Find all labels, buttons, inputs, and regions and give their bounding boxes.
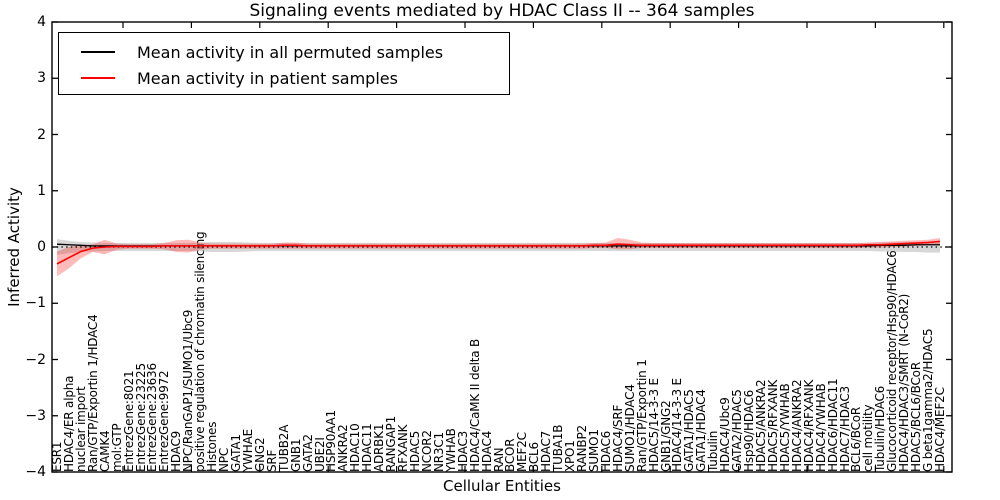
y-tick-label: 0 (37, 239, 46, 255)
legend-item-patient: Mean activity in patient samples (75, 65, 509, 91)
y-tick-label: −4 (25, 464, 46, 480)
y-tick-label: 2 (37, 126, 46, 143)
patient-line-sample (81, 77, 115, 79)
legend: Mean activity in all permuted samples Me… (58, 32, 510, 95)
permuted-line-sample (81, 51, 115, 53)
legend-item-permuted: Mean activity in all permuted samples (75, 39, 509, 65)
y-tick-label: 4 (37, 14, 46, 30)
legend-label-patient: Mean activity in patient samples (137, 68, 398, 88)
y-tick-label: −1 (25, 295, 46, 312)
y-tick-label: 3 (37, 70, 46, 87)
chart-title: Signaling events mediated by HDAC Class … (249, 1, 755, 21)
legend-label-permuted: Mean activity in all permuted samples (137, 42, 444, 62)
y-tick-label: −2 (25, 351, 46, 368)
y-axis-label: Inferred Activity (5, 187, 23, 307)
y-tick-label: −3 (25, 407, 46, 424)
x-axis-label: Cellular Entities (443, 477, 561, 495)
y-tick-label: 1 (37, 182, 46, 199)
